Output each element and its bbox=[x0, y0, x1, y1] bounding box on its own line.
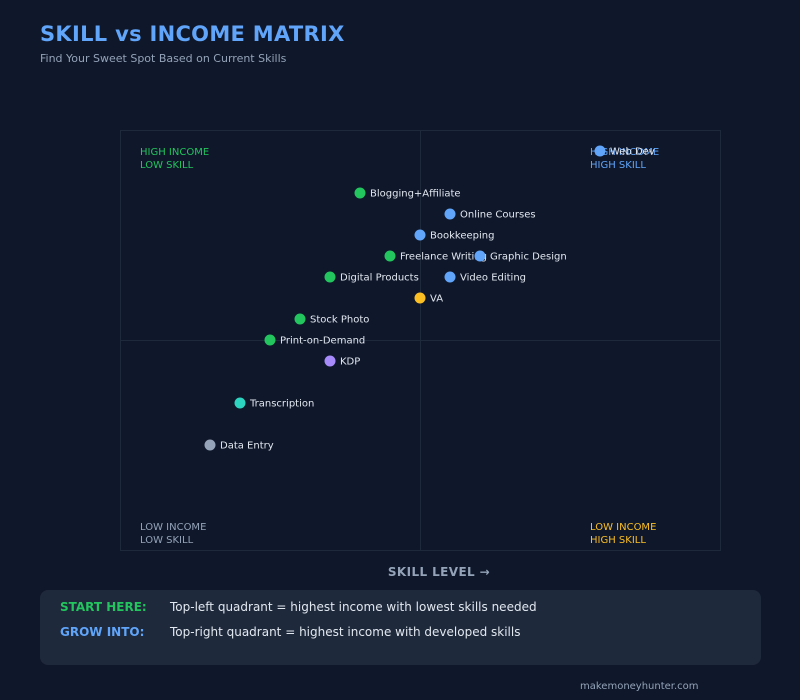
data-point-label: Graphic Design bbox=[490, 252, 567, 263]
data-point: Bookkeeping bbox=[414, 229, 494, 242]
tip-start-text: Top-left quadrant = highest income with … bbox=[170, 600, 537, 614]
data-point-marker bbox=[264, 334, 276, 346]
data-point-label: Data Entry bbox=[220, 441, 274, 452]
data-point-label: Transcription bbox=[249, 399, 314, 410]
data-point: Transcription bbox=[234, 397, 314, 410]
data-point-marker bbox=[324, 355, 336, 367]
data-point: KDP bbox=[324, 355, 360, 368]
data-point-marker bbox=[354, 187, 366, 199]
page-subtitle: Find Your Sweet Spot Based on Current Sk… bbox=[40, 52, 287, 65]
data-point: Video Editing bbox=[444, 271, 526, 284]
data-point-label: Web Dev bbox=[610, 147, 655, 158]
data-point-label: KDP bbox=[340, 357, 360, 368]
data-point-label: Video Editing bbox=[460, 273, 526, 284]
data-point-marker bbox=[294, 313, 306, 325]
data-point-label: VA bbox=[430, 294, 443, 305]
data-point-label: Freelance Writing bbox=[400, 252, 487, 263]
data-point: Graphic Design bbox=[474, 250, 567, 263]
data-point: VA bbox=[414, 292, 443, 305]
data-point-marker bbox=[414, 229, 426, 241]
footer-credit: makemoneyhunter.com bbox=[580, 681, 699, 692]
page-title: SKILL vs INCOME MATRIX bbox=[40, 22, 345, 46]
data-points: Web Dev Blogging+Affiliate Online Courses B… bbox=[204, 145, 655, 452]
tips-panel: START HERE: Top-left quadrant = highest i… bbox=[40, 590, 761, 665]
data-point: Freelance Writing bbox=[384, 250, 487, 263]
data-point-marker bbox=[474, 250, 486, 262]
data-point: Stock Photo bbox=[294, 313, 369, 326]
data-point: Print-on-Demand bbox=[264, 334, 365, 347]
quadrant-label-top-left: HIGH INCOME LOW SKILL bbox=[140, 147, 209, 171]
quadrant-label-bottom-right: LOW INCOME HIGH SKILL bbox=[590, 522, 656, 546]
data-point-marker bbox=[414, 292, 426, 304]
data-point: Web Dev bbox=[594, 145, 655, 158]
quadrant-label-top-right: HIGH INCOME HIGH SKILL bbox=[590, 147, 659, 171]
tip-start-key: START HERE: bbox=[60, 600, 147, 614]
data-point-marker bbox=[234, 397, 246, 409]
data-point-label: Online Courses bbox=[460, 210, 536, 221]
data-point: Data Entry bbox=[204, 439, 274, 452]
tip-grow-row: GROW INTO: Top-right quadrant = highest i… bbox=[60, 625, 520, 639]
data-point-marker bbox=[324, 271, 336, 283]
x-axis-label: SKILL LEVEL → bbox=[387, 565, 491, 579]
data-point-label: Stock Photo bbox=[310, 315, 369, 326]
data-point-marker bbox=[384, 250, 396, 262]
data-point-label: Print-on-Demand bbox=[280, 336, 365, 347]
tip-grow-text: Top-right quadrant = highest income with… bbox=[170, 625, 521, 639]
data-point: Digital Products bbox=[324, 271, 419, 284]
data-point: Online Courses bbox=[444, 208, 536, 221]
data-point-marker bbox=[594, 145, 606, 157]
quadrant-labels: HIGH INCOME LOW SKILL HIGH INCOME HIGH SKIL… bbox=[140, 147, 659, 546]
data-point-marker bbox=[444, 271, 456, 283]
data-point-marker bbox=[444, 208, 456, 220]
data-point-marker bbox=[204, 439, 216, 451]
data-point-label: Bookkeeping bbox=[430, 231, 494, 242]
tip-start-row: START HERE: Top-left quadrant = highest i… bbox=[60, 600, 537, 614]
data-point-label: Blogging+Affiliate bbox=[370, 189, 461, 200]
quadrant-label-bottom-left: LOW INCOME LOW SKILL bbox=[140, 522, 206, 546]
data-point-label: Digital Products bbox=[340, 273, 419, 284]
tip-grow-key: GROW INTO: bbox=[60, 625, 145, 639]
data-point: Blogging+Affiliate bbox=[354, 187, 461, 200]
